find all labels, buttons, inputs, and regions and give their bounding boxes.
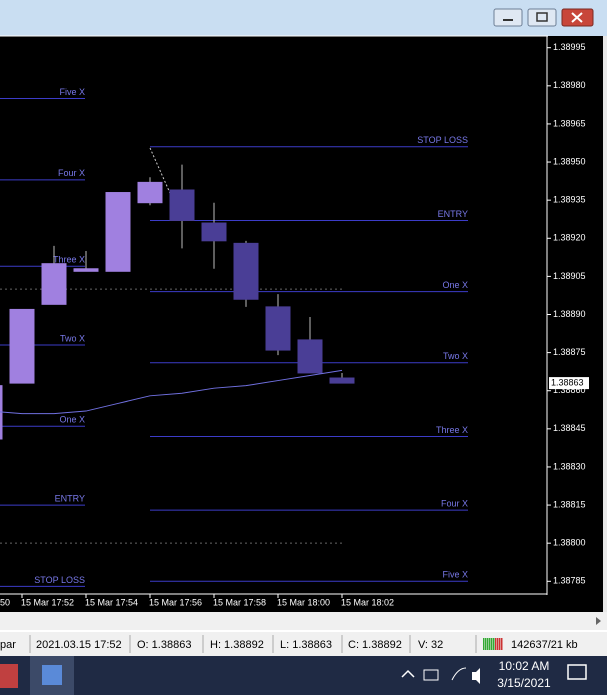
level-label: One X bbox=[59, 415, 85, 425]
clock-date: 3/15/2021 bbox=[497, 676, 551, 690]
candle-body bbox=[265, 306, 291, 351]
status-text: 2021.03.15 17:52 bbox=[36, 639, 122, 651]
traffic-bar bbox=[497, 638, 499, 650]
traffic-bar bbox=[495, 638, 497, 650]
level-label: STOP LOSS bbox=[34, 575, 85, 585]
candle-body bbox=[137, 181, 163, 204]
y-tick-label: 1.38845 bbox=[553, 423, 586, 433]
x-tick-label: 15 Mar 17:52 bbox=[21, 597, 74, 607]
level-label: Two X bbox=[443, 351, 468, 361]
y-tick-label: 1.38950 bbox=[553, 156, 586, 166]
moving-average bbox=[0, 369, 343, 415]
candle-body bbox=[201, 222, 227, 242]
level-label: Four X bbox=[58, 168, 85, 178]
level-label: One X bbox=[442, 280, 468, 290]
traffic-bar bbox=[499, 638, 501, 650]
minimize-button[interactable] bbox=[493, 8, 523, 27]
status-bar bbox=[0, 632, 607, 656]
candle-body bbox=[105, 192, 131, 272]
candle-body bbox=[73, 268, 99, 272]
y-tick-label: 1.38980 bbox=[553, 80, 586, 90]
y-tick-label: 1.38905 bbox=[553, 271, 586, 281]
y-tick-label: 1.38920 bbox=[553, 233, 586, 243]
level-label: Five X bbox=[59, 87, 85, 97]
plot: Five X Four X Three X Two X One X ENTRY STOP L… bbox=[0, 87, 468, 587]
y-tick-label: 1.38935 bbox=[553, 195, 586, 205]
candle-body bbox=[329, 377, 355, 384]
x-tick-label: 15 Mar 17:56 bbox=[149, 597, 202, 607]
candle-body bbox=[169, 189, 195, 221]
scrollbar[interactable] bbox=[0, 612, 607, 630]
x-tick-label: 15 Mar 18:00 bbox=[277, 597, 330, 607]
status-text: L: 1.38863 bbox=[280, 639, 332, 651]
clock-time: 10:02 AM bbox=[499, 659, 550, 673]
y-tick-label: 1.38800 bbox=[553, 538, 586, 548]
level-label: Three X bbox=[53, 255, 85, 265]
notifications[interactable] bbox=[567, 664, 587, 680]
x-tick-label: 15 Mar 17:50 bbox=[0, 597, 10, 607]
level-label: ENTRY bbox=[438, 209, 468, 219]
status-text: H: 1.38892 bbox=[210, 639, 264, 651]
taskbar bbox=[0, 656, 607, 695]
status-text: V: 32 bbox=[418, 639, 443, 651]
level-label: Three X bbox=[436, 425, 468, 435]
y-tick-label: 1.38965 bbox=[553, 118, 586, 128]
x-tick-label: 15 Mar 18:02 bbox=[341, 597, 394, 607]
y-tick-label: 1.38875 bbox=[553, 347, 586, 357]
chart-area bbox=[0, 36, 603, 612]
window-buttons bbox=[493, 8, 594, 27]
candle-body bbox=[233, 242, 259, 300]
status-text: O: 1.38863 bbox=[137, 639, 191, 651]
traffic-bar bbox=[501, 638, 503, 650]
traffic-bar bbox=[487, 638, 489, 650]
level-label: Two X bbox=[60, 333, 85, 343]
y-tick-label: 1.38785 bbox=[553, 576, 586, 586]
y-tick-label: 1.38860 bbox=[553, 385, 586, 395]
level-label: ENTRY bbox=[55, 493, 85, 503]
candle-body bbox=[41, 263, 67, 305]
status-text: C: 1.38892 bbox=[348, 639, 402, 651]
status-text: 142637/21 kb bbox=[511, 639, 578, 651]
y-tick-label: 1.38995 bbox=[553, 42, 586, 52]
current-price-box bbox=[549, 377, 589, 390]
traffic-bar bbox=[489, 638, 491, 650]
candle-body bbox=[9, 308, 35, 384]
traffic-bar bbox=[485, 638, 487, 650]
traffic-bar bbox=[491, 638, 493, 650]
traffic-bar bbox=[483, 638, 485, 650]
current-price-label: 1.38863 bbox=[551, 377, 584, 387]
level-label: STOP LOSS bbox=[417, 135, 468, 145]
y-tick-label: 1.38830 bbox=[553, 461, 586, 471]
y-tick-label: 1.38890 bbox=[553, 309, 586, 319]
candle-body bbox=[297, 339, 323, 374]
status-text: par bbox=[0, 639, 16, 651]
y-tick-label: 1.38815 bbox=[553, 499, 586, 509]
level-label: Four X bbox=[441, 499, 468, 509]
level-label: Five X bbox=[442, 570, 468, 580]
taskbar-app-icon[interactable] bbox=[0, 664, 18, 688]
x-tick-label: 15 Mar 17:58 bbox=[213, 597, 266, 607]
traffic-bar bbox=[493, 638, 495, 650]
x-tick-label: 15 Mar 17:54 bbox=[85, 597, 138, 607]
maximize-button[interactable] bbox=[527, 8, 557, 27]
